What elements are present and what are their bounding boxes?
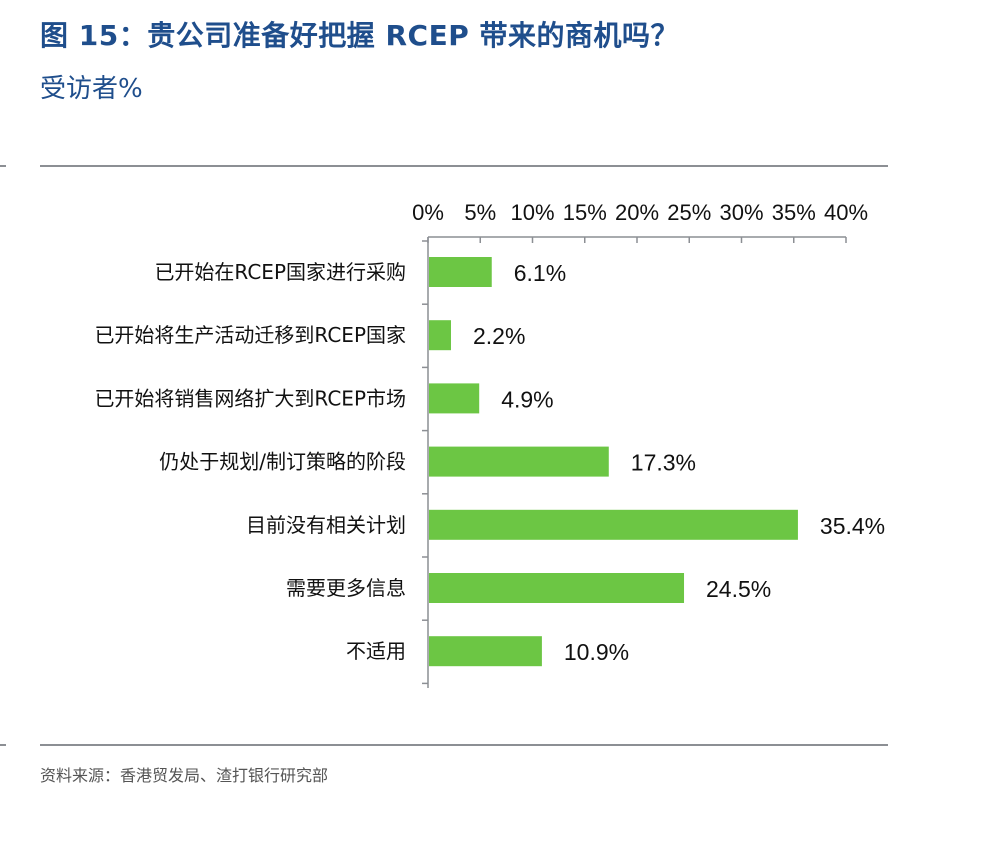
x-tick-label: 15% (563, 200, 607, 225)
bottom-divider (40, 744, 888, 746)
x-tick-label: 20% (615, 200, 659, 225)
category-label: 已开始将生产活动迁移到RCEP国家 (94, 323, 406, 347)
category-label: 仍处于规划/制订策略的阶段 (159, 450, 406, 474)
category-label: 不适用 (346, 639, 406, 663)
category-labels-group: 已开始在RCEP国家进行采购已开始将生产活动迁移到RCEP国家已开始将销售网络扩… (94, 260, 406, 663)
bar (429, 509, 798, 540)
bar (429, 636, 542, 667)
chart-title: 图 15：贵公司准备好把握 RCEP 带来的商机吗？ (40, 19, 679, 52)
x-tick-label: 35% (772, 200, 816, 225)
category-label: 已开始在RCEP国家进行采购 (154, 260, 406, 284)
y-axis (422, 237, 429, 688)
data-label: 6.1% (514, 260, 566, 286)
bars-group (429, 257, 798, 667)
data-label: 10.9% (564, 639, 629, 665)
category-label: 已开始将销售网络扩大到RCEP市场 (94, 386, 406, 410)
x-tick-label: 10% (510, 200, 554, 225)
bar (429, 446, 609, 477)
category-label: 目前没有相关计划 (246, 513, 406, 537)
bar (429, 320, 451, 351)
source-note: 资料来源：香港贸发局、渣打银行研究部 (40, 766, 329, 785)
left-edge-marker-top (0, 165, 6, 167)
x-tick-label: 5% (464, 200, 496, 225)
x-tick-label: 40% (824, 200, 868, 225)
top-divider (40, 165, 888, 167)
data-label: 17.3% (631, 450, 696, 476)
chart-subtitle: 受访者% (40, 74, 143, 104)
data-label: 24.5% (706, 576, 771, 602)
x-tick-label: 25% (667, 200, 711, 225)
bar (429, 383, 480, 414)
data-label: 4.9% (501, 386, 553, 412)
bar (429, 257, 492, 287)
x-axis: 0% 5% 10% 15% 20% 25% 30% 35% 40% (412, 200, 868, 243)
data-label: 2.2% (473, 323, 525, 349)
x-tick-label: 30% (719, 200, 763, 225)
left-edge-marker-bottom (0, 744, 6, 746)
data-labels-group: 6.1% 2.2% 4.9% 17.3% 35.4% 24.5% 10.9% (473, 260, 885, 665)
data-label: 35.4% (820, 513, 885, 539)
bar (429, 573, 685, 603)
x-tick-label: 0% (412, 200, 444, 225)
category-label: 需要更多信息 (286, 576, 406, 600)
